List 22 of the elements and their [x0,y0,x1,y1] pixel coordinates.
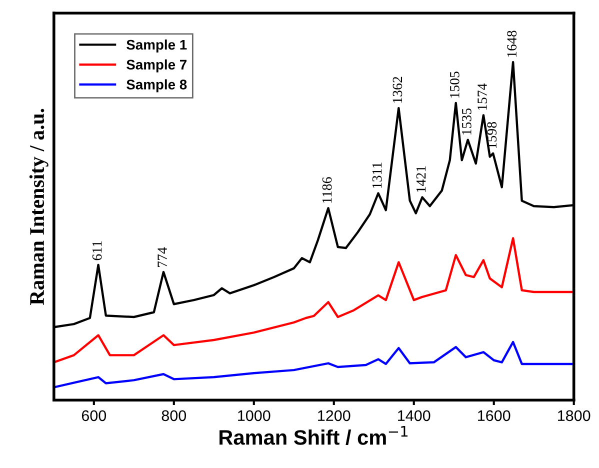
x-tick-label: 1800 [558,410,590,422]
annotation: 1362 [392,76,402,103]
x-tick-label: 800 [162,410,186,422]
annotation: 1648 [507,30,517,57]
y-axis-title: Raman Intensity / a.u. [29,108,48,305]
x-axis-title: Raman Shift / cm$^{−1}$ [220,426,408,446]
annotation: 774 [158,247,167,267]
legend-label: Sample 7 [126,59,187,72]
x-tick-label: 1000 [238,410,270,422]
annotation: 1505 [450,72,460,98]
annotation: 1574 [478,83,487,110]
annotation: 1186 [322,177,332,203]
x-tick-label: 1200 [318,410,350,422]
legend-label: Sample 8 [126,79,187,92]
annotation: 1421 [416,166,426,192]
legend-label: Sample 1 [126,39,187,52]
annotation: 1535 [462,108,472,134]
x-tick-label: 1600 [478,410,510,422]
x-tick-label: 1400 [398,410,430,422]
annotation: 611 [92,241,102,260]
x-tick-label: 600 [82,410,106,422]
annotation: 1311 [372,162,382,188]
